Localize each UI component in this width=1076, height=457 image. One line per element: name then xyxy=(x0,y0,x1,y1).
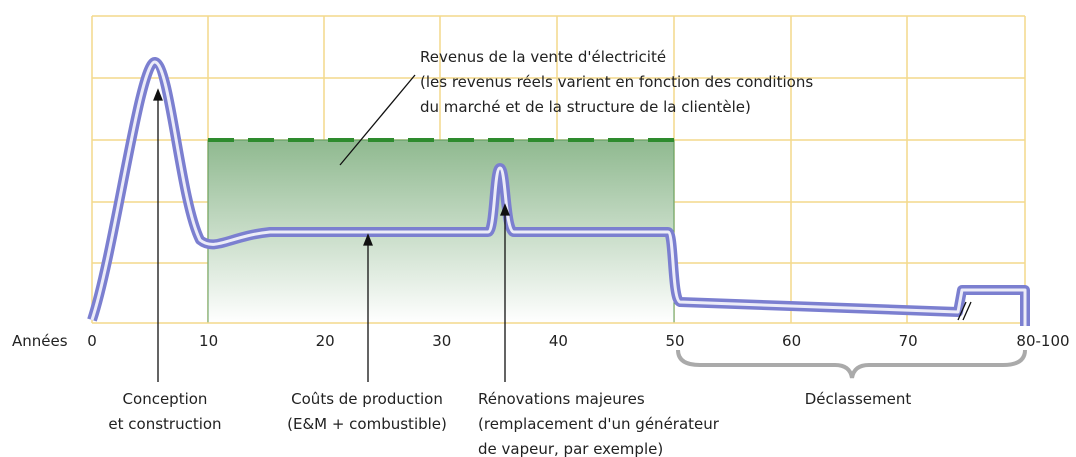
annotation: (les revenus réels varient en fonction d… xyxy=(420,73,813,91)
annotation: Revenus de la vente d'électricité xyxy=(420,48,666,66)
annotation: (remplacement d'un générateur xyxy=(478,415,720,433)
annotation: de vapeur, par exemple) xyxy=(478,440,663,457)
pointers xyxy=(153,74,972,382)
x-tick-label: 20 xyxy=(316,332,335,350)
annotation: et construction xyxy=(108,415,221,433)
annotation: Coûts de production xyxy=(291,390,443,408)
annotation: Déclassement xyxy=(805,390,912,408)
annotation: (E&M + combustible) xyxy=(287,415,447,433)
x-tick-label: 50 xyxy=(665,332,684,350)
x-tick-label: 80-100 xyxy=(1016,332,1069,350)
x-tick-label: 30 xyxy=(432,332,451,350)
annotation: du marché et de la structure de la clien… xyxy=(420,98,751,116)
x-tick-label: 0 xyxy=(87,332,97,350)
annotation: Conception xyxy=(123,390,208,408)
cost-curve xyxy=(87,56,1030,326)
x-tick-label: 60 xyxy=(782,332,801,350)
axis-label: Années xyxy=(12,332,68,350)
x-tick-label: 40 xyxy=(549,332,568,350)
annotation: Rénovations majeures xyxy=(478,390,645,408)
brace xyxy=(676,349,1027,379)
x-tick-label: 70 xyxy=(899,332,918,350)
x-tick-label: 10 xyxy=(199,332,218,350)
